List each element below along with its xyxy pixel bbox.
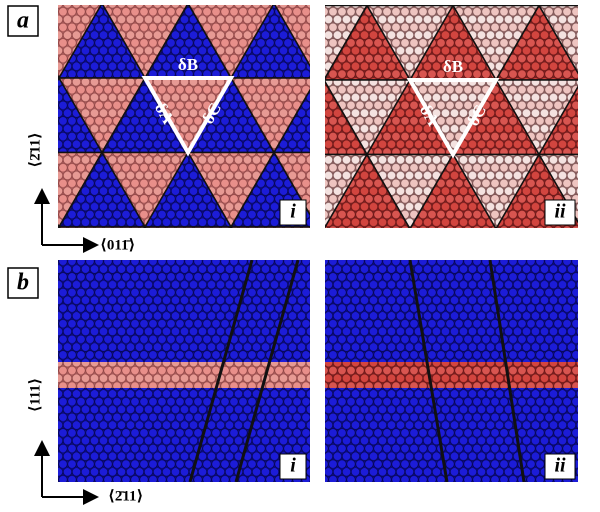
triangle-down: [0, 301, 16, 375]
triangle-up: [325, 80, 369, 156]
triangle-down: [582, 80, 600, 154]
triangle-up: [582, 154, 600, 228]
triangle-up: [537, 85, 578, 156]
triangle-up: [365, 5, 455, 7]
triangle-down: [152, 0, 238, 6]
triangle-down: [575, 376, 600, 450]
triangle-down: [575, 0, 600, 4]
triangle-up: [575, 4, 600, 78]
triangle-down: [575, 227, 600, 301]
triangle-down: [537, 5, 541, 8]
triangle-up: [582, 6, 600, 80]
triangle-up: [0, 301, 59, 375]
triangle-label: δB: [443, 57, 463, 76]
triangle-up: [446, 0, 532, 4]
axis-label: ⟨111⟩: [27, 378, 43, 413]
axes-a: ⟨2̄11⟩ ⟨011̄⟩: [27, 132, 135, 253]
triangle-up: [582, 303, 600, 377]
subpanel-label: ii: [554, 455, 566, 477]
axis-label: ⟨011̄⟩: [100, 237, 135, 253]
triangle-down: [143, 226, 233, 228]
triangle-up: [195, 0, 281, 6]
triangle-down: [229, 226, 310, 228]
triangle-down: [273, 5, 275, 6]
triangle-down: [101, 5, 103, 6]
triangle-down: [582, 229, 600, 303]
axis-label: ⟨2̄11⟩: [27, 132, 43, 167]
triangle-up: [325, 5, 369, 7]
triangle-up: [229, 225, 233, 228]
triangle-up: [0, 0, 16, 4]
triangle-down: [582, 378, 600, 452]
triangle-down: [238, 0, 324, 6]
triangle-down: [365, 5, 369, 8]
triangle-up: [272, 88, 310, 154]
triangle-down: [187, 5, 189, 6]
subpanel-label: ii: [554, 201, 566, 223]
triangle-down: [403, 0, 489, 4]
triangle-up: [575, 152, 600, 226]
triangle-up: [537, 5, 578, 7]
triangle-down: [0, 0, 59, 4]
panel-b-ii: [325, 260, 578, 482]
triangle-up: [0, 78, 16, 152]
triangle-down: [0, 152, 16, 226]
axis-label: ⟨2̄11⟩: [108, 488, 143, 504]
panel-label: a: [17, 8, 29, 34]
subpanel-label: i: [290, 201, 296, 223]
panel-b-i: [58, 260, 310, 482]
burgers-triangle: [406, 78, 500, 159]
triangle-up: [188, 0, 274, 4]
subpanel-label: i: [290, 455, 296, 477]
triangle-up: [102, 0, 188, 4]
burgers-triangle: [141, 76, 235, 157]
triangle-label: δB: [178, 55, 198, 74]
triangle-down: [58, 226, 147, 228]
triangle-down: [317, 0, 403, 4]
triangle-down: [451, 5, 455, 8]
triangle-up: [274, 0, 360, 4]
triangle-up: [409, 152, 497, 228]
triangle-up: [143, 225, 147, 228]
triangle-down: [489, 0, 575, 4]
panel-label: b: [17, 270, 29, 296]
triangle-down: [582, 0, 600, 6]
triangle-up: [575, 301, 600, 375]
triangle-up: [58, 225, 61, 228]
triangle-down: [575, 78, 600, 152]
triangle-up: [109, 0, 195, 6]
triangle-up: [360, 0, 446, 4]
axes-b: ⟨111⟩ ⟨2̄11⟩: [27, 378, 143, 505]
triangle-up: [532, 0, 600, 4]
triangle-up: [16, 0, 102, 4]
triangle-up: [0, 376, 16, 450]
triangle-up: [451, 5, 541, 7]
triangle-up: [325, 152, 411, 228]
